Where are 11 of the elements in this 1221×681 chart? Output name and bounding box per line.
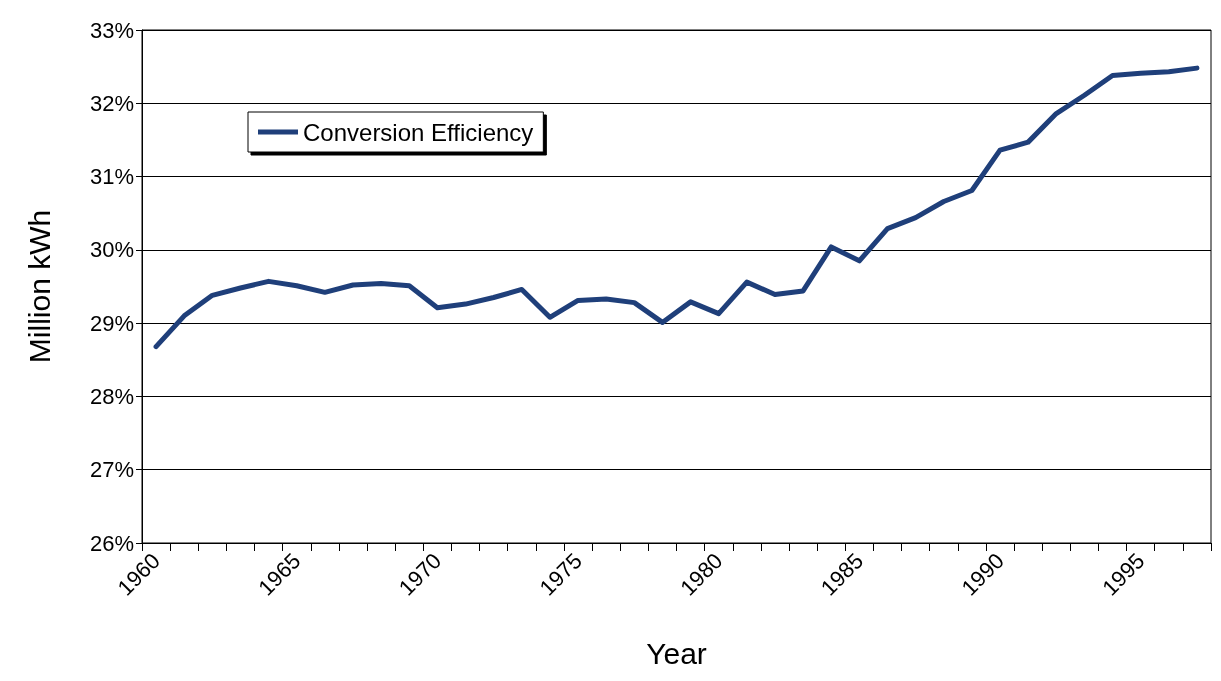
y-tick-label: 27% bbox=[89, 457, 134, 483]
y-tick-label: 30% bbox=[89, 237, 134, 263]
y-tick-label: 31% bbox=[89, 164, 134, 190]
y-tick-label: 28% bbox=[89, 383, 134, 409]
y-tick-label: 33% bbox=[89, 17, 134, 43]
y-tick-label: 32% bbox=[89, 90, 134, 116]
y-axis-title: Million kWh bbox=[22, 209, 56, 364]
legend-label: Conversion Efficiency bbox=[303, 118, 534, 146]
y-tick-label: 29% bbox=[89, 310, 134, 336]
x-axis-title: Year bbox=[646, 636, 707, 670]
y-tick-label: 26% bbox=[89, 530, 134, 556]
